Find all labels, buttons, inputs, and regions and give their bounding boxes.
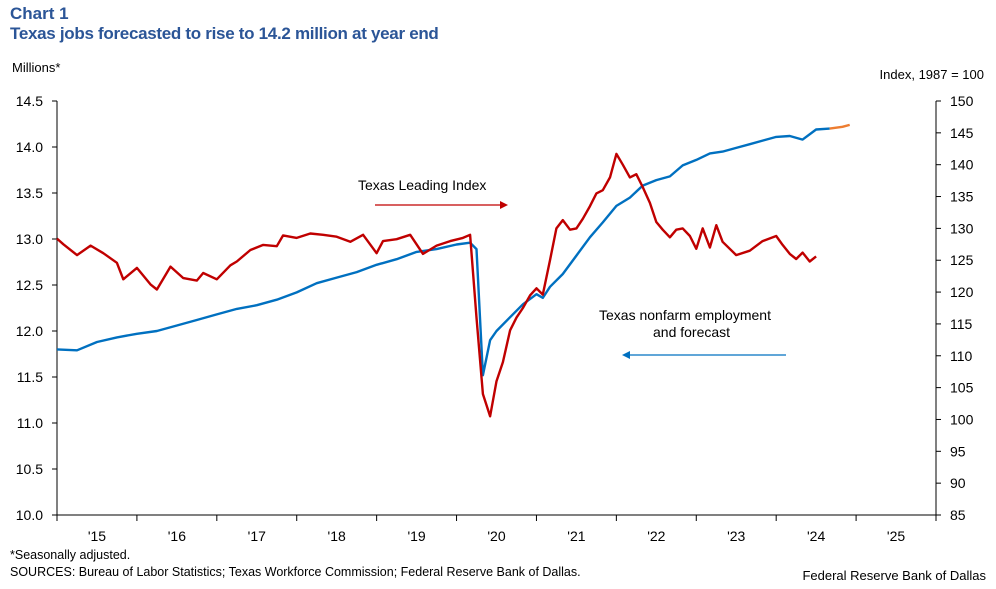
- right-axis-label: Index, 1987 = 100: [879, 67, 984, 82]
- left-axis-label: Millions*: [12, 60, 61, 75]
- right-tick-label: 85: [950, 507, 966, 523]
- x-tick-label: '24: [807, 528, 825, 544]
- right-tick-label: 150: [950, 93, 974, 109]
- chart-title: Texas jobs forecasted to rise to 14.2 mi…: [10, 24, 439, 43]
- right-tick-label: 140: [950, 157, 974, 173]
- axes: [56, 101, 937, 516]
- right-tick-label: 145: [950, 125, 974, 141]
- left-tick-label: 12.5: [16, 277, 43, 293]
- left-tick-label: 13.0: [16, 231, 43, 247]
- left-y-ticks: 10.0 10.5 11.0 11.5 12.0 12.5 13.0 13.5 14.0 14.5: [16, 93, 57, 523]
- employment-arrowhead: [622, 351, 630, 359]
- x-tick-label: '15: [88, 528, 106, 544]
- footnote: *Seasonally adjusted.: [10, 548, 131, 562]
- annotation-employment: Texas nonfarm employment: [599, 307, 771, 323]
- right-tick-label: 120: [950, 284, 974, 300]
- annotations: Texas Leading Index Texas nonfarm employ…: [358, 177, 786, 359]
- right-tick-label: 95: [950, 443, 966, 459]
- x-tick-label: '25: [887, 528, 905, 544]
- left-tick-label: 10.5: [16, 461, 43, 477]
- left-tick-label: 14.5: [16, 93, 43, 109]
- x-tick-label: '16: [168, 528, 186, 544]
- brand-label: Federal Reserve Bank of Dallas: [802, 568, 986, 583]
- annotation-leading-index: Texas Leading Index: [358, 177, 486, 193]
- sources-note: SOURCES: Bureau of Labor Statistics; Tex…: [10, 565, 581, 579]
- right-tick-label: 115: [950, 316, 973, 332]
- left-tick-label: 13.5: [16, 185, 43, 201]
- right-tick-label: 135: [950, 189, 974, 205]
- employment-line: [56, 127, 830, 377]
- annotation-forecast: and forecast: [653, 324, 730, 340]
- x-ticks: '15 '16 '17 '18 '19 '20 '21 '22 '23 '24 '25: [56, 515, 937, 544]
- leading-index-arrowhead: [500, 201, 508, 209]
- series-lines: [56, 123, 851, 418]
- right-tick-label: 105: [950, 380, 974, 396]
- x-tick-label: '20: [487, 528, 505, 544]
- leading-index-line: [56, 152, 817, 418]
- left-tick-label: 11.5: [17, 369, 43, 385]
- right-tick-label: 110: [950, 348, 973, 364]
- x-tick-label: '22: [647, 528, 665, 544]
- x-tick-label: '23: [727, 528, 745, 544]
- x-tick-label: '19: [407, 528, 425, 544]
- right-tick-label: 125: [950, 252, 974, 268]
- left-tick-label: 11.0: [17, 415, 43, 431]
- right-tick-label: 100: [950, 411, 974, 427]
- left-tick-label: 10.0: [16, 507, 43, 523]
- x-tick-label: '17: [248, 528, 266, 544]
- left-tick-label: 12.0: [16, 323, 43, 339]
- right-y-ticks: 85 90 95 100 105 110 115 120 125 130 135 140 145 150: [936, 93, 974, 523]
- chart-label: Chart 1: [10, 4, 69, 23]
- left-tick-label: 14.0: [16, 139, 43, 155]
- x-tick-label: '21: [567, 528, 585, 544]
- x-tick-label: '18: [328, 528, 346, 544]
- right-tick-label: 90: [950, 475, 966, 491]
- right-tick-label: 130: [950, 220, 974, 236]
- forecast-line: [829, 123, 851, 130]
